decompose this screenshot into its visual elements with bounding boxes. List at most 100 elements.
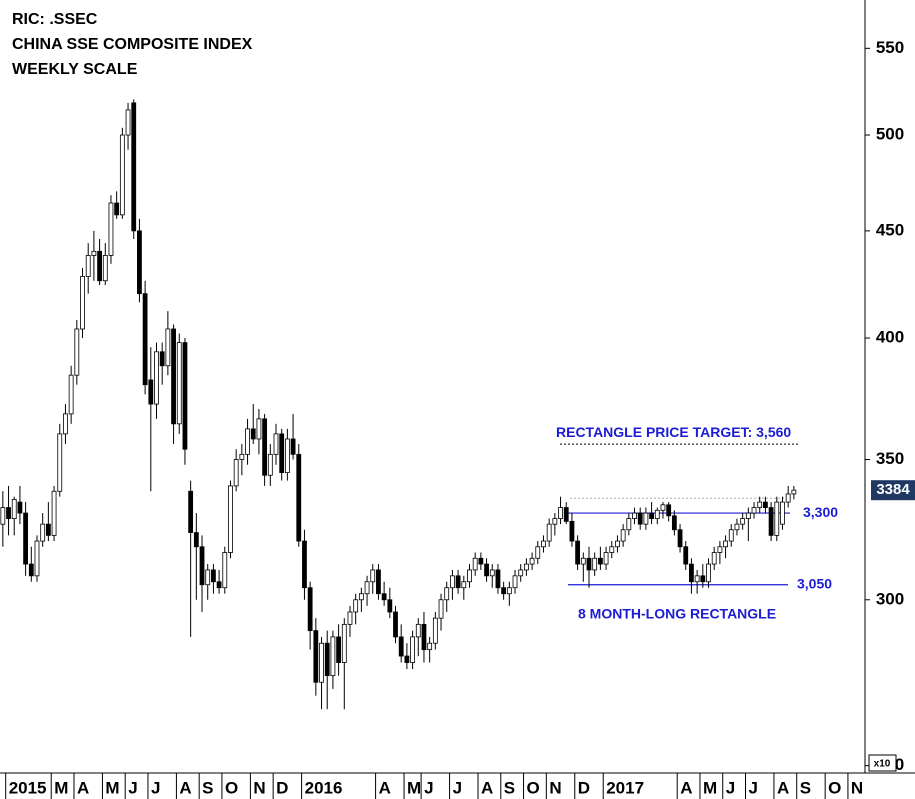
candle-body bbox=[0, 507, 6, 525]
candle-body bbox=[745, 512, 751, 519]
candle-body bbox=[51, 490, 57, 536]
candle-body bbox=[319, 642, 324, 683]
y-tick-label: 300 bbox=[876, 589, 904, 608]
candle-body bbox=[546, 523, 552, 542]
candle-body bbox=[330, 636, 336, 677]
candle-body bbox=[131, 102, 137, 232]
candle-body bbox=[450, 575, 455, 589]
candle-body bbox=[541, 540, 546, 548]
candle-body bbox=[410, 636, 415, 663]
x-tick-label: J bbox=[453, 778, 462, 797]
candle-body bbox=[489, 569, 495, 577]
candle-body bbox=[211, 569, 216, 583]
candle-body bbox=[176, 342, 182, 425]
candle-body bbox=[740, 518, 746, 525]
candle-body bbox=[34, 540, 40, 577]
candle-body bbox=[216, 581, 222, 589]
candle-body bbox=[444, 587, 450, 601]
x-tick-label: O bbox=[828, 778, 841, 797]
candle-body bbox=[563, 507, 569, 522]
candle-body bbox=[290, 438, 296, 455]
candle-body bbox=[404, 655, 410, 663]
candle-body bbox=[11, 498, 17, 519]
candle-body bbox=[154, 351, 159, 405]
candle-body bbox=[455, 575, 461, 589]
candle-body bbox=[313, 630, 319, 683]
candle-body bbox=[757, 501, 763, 508]
candle-body bbox=[262, 418, 268, 476]
candle-body bbox=[102, 255, 108, 282]
candle-body bbox=[478, 557, 484, 565]
candle-body bbox=[461, 581, 467, 589]
candle-body bbox=[376, 569, 381, 595]
candle-body bbox=[689, 563, 694, 583]
candle-body bbox=[80, 276, 85, 330]
x-tick-label: N bbox=[253, 778, 265, 797]
candle-body bbox=[381, 593, 387, 601]
candle-body bbox=[279, 433, 285, 474]
candle-body bbox=[660, 504, 666, 511]
candle-body bbox=[28, 563, 34, 577]
title-line: RIC: .SSEC bbox=[12, 11, 98, 28]
candle-body bbox=[193, 532, 199, 548]
candle-body bbox=[575, 540, 581, 565]
candle-body bbox=[768, 507, 774, 536]
candle-body bbox=[148, 379, 154, 405]
candle-body bbox=[199, 546, 205, 586]
candle-body bbox=[723, 540, 728, 548]
candle-body bbox=[336, 636, 342, 663]
candle-body bbox=[23, 512, 29, 565]
candle-body bbox=[637, 512, 643, 525]
candle-body bbox=[535, 546, 541, 559]
x-tick-label: J bbox=[726, 778, 735, 797]
candle-body bbox=[57, 433, 63, 492]
candle-body bbox=[284, 438, 290, 474]
x-tick-label: A bbox=[379, 778, 391, 797]
x-tick-label: 2017 bbox=[606, 778, 644, 797]
candle-body bbox=[763, 501, 768, 508]
title-line: WEEKLY SCALE bbox=[12, 61, 138, 78]
y-multiplier: x10 bbox=[874, 759, 891, 770]
candle-body bbox=[620, 529, 626, 542]
candle-body bbox=[512, 575, 518, 589]
candle-body bbox=[353, 599, 359, 613]
candle-body bbox=[552, 518, 558, 525]
candle-body bbox=[694, 575, 700, 583]
level-label: 3,050 bbox=[797, 575, 832, 591]
candle-body bbox=[233, 459, 239, 487]
y-tick-label: 400 bbox=[876, 328, 904, 347]
candle-body bbox=[97, 250, 102, 282]
x-tick-label: A bbox=[680, 778, 692, 797]
candle-body bbox=[205, 569, 211, 586]
candle-body bbox=[780, 501, 785, 525]
candle-body bbox=[119, 134, 125, 216]
level-label: 3,300 bbox=[803, 504, 838, 520]
candle-body bbox=[387, 599, 393, 613]
x-tick-label: J bbox=[151, 778, 160, 797]
target-label: RECTANGLE PRICE TARGET: 3,560 bbox=[556, 424, 791, 440]
candle-body bbox=[347, 611, 353, 625]
candle-body bbox=[324, 642, 330, 677]
candle-body bbox=[654, 509, 660, 519]
candle-body bbox=[677, 529, 683, 548]
candle-body bbox=[643, 512, 649, 525]
candle-body bbox=[506, 587, 512, 595]
candle-body bbox=[421, 623, 427, 651]
candle-body bbox=[74, 328, 80, 376]
candle-body bbox=[17, 501, 23, 514]
candle-body bbox=[427, 642, 433, 651]
candle-body bbox=[734, 523, 740, 531]
candle-body bbox=[671, 515, 677, 531]
candle-body bbox=[250, 428, 256, 440]
x-tick-label: M bbox=[54, 778, 68, 797]
title-line: CHINA SSE COMPOSITE INDEX bbox=[12, 36, 253, 53]
candle-body bbox=[370, 569, 376, 583]
candle-body bbox=[717, 546, 723, 553]
candle-body bbox=[592, 557, 598, 571]
candle-body bbox=[558, 507, 563, 519]
y-tick-label: 500 bbox=[876, 125, 904, 144]
candle-body bbox=[364, 581, 370, 595]
candle-body bbox=[529, 557, 535, 565]
multiplier-box bbox=[868, 754, 897, 772]
